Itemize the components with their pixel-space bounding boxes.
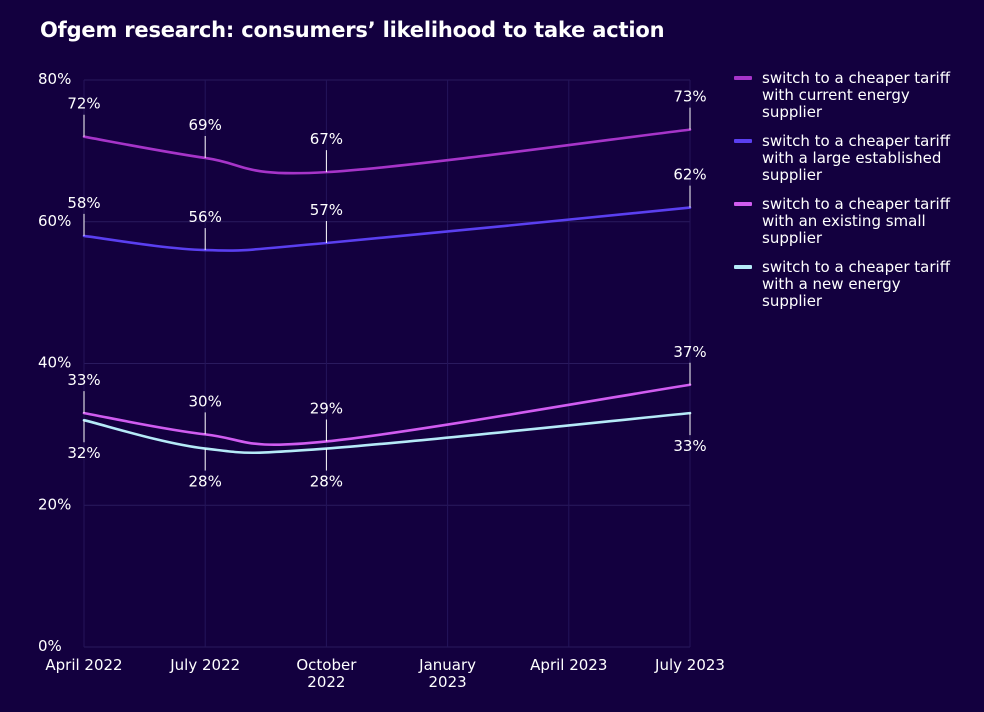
legend-label: switch to a cheaper tariff bbox=[762, 258, 951, 276]
y-tick-label: 60% bbox=[38, 212, 71, 230]
x-tick-label: October 2022 bbox=[296, 656, 357, 691]
y-tick-label: 0% bbox=[38, 637, 62, 655]
legend-label: switch to a cheaper tariff bbox=[762, 195, 951, 213]
data-label: 73% bbox=[673, 88, 706, 106]
legend-swatch bbox=[734, 202, 752, 206]
legend-label: supplier bbox=[762, 292, 823, 310]
legend-item: switch to a cheaper tariff with a large e… bbox=[734, 133, 979, 184]
legend-label: with current energy bbox=[762, 86, 910, 104]
data-label: 69% bbox=[189, 116, 222, 134]
legend-swatch bbox=[734, 139, 752, 143]
series-line bbox=[82, 383, 692, 447]
data-label: 33% bbox=[67, 371, 100, 389]
data-label: 62% bbox=[673, 166, 706, 184]
x-tick-label: July 2022 bbox=[169, 656, 240, 674]
data-label: 28% bbox=[310, 473, 343, 491]
chart-title: Ofgem research: consumers’ likelihood to… bbox=[40, 18, 665, 42]
series-line bbox=[82, 128, 692, 175]
data-labels: 72% 69% 67% 73% 58% 56% 57% 62% 33% 30% 29% 37% 32% 2… bbox=[67, 88, 706, 491]
legend-label: supplier bbox=[762, 103, 823, 121]
data-label: 67% bbox=[310, 130, 343, 148]
data-label: 29% bbox=[310, 399, 343, 417]
x-axis-ticks: April 2022 July 2022 October 2022 January 202… bbox=[45, 656, 725, 691]
data-label: 30% bbox=[189, 392, 222, 410]
series-line bbox=[82, 411, 692, 455]
legend-item: switch to a cheaper tariff with an existi… bbox=[734, 196, 979, 247]
data-label: 72% bbox=[67, 95, 100, 113]
x-tick-label: April 2022 bbox=[45, 656, 122, 674]
legend-swatch bbox=[734, 265, 752, 269]
y-axis-ticks: 0% 20% 40% 60% 80% bbox=[38, 70, 71, 655]
legend-label: with an existing small bbox=[762, 212, 926, 230]
legend-label: supplier bbox=[762, 166, 823, 184]
data-label: 56% bbox=[189, 208, 222, 226]
x-tick-label: April 2023 bbox=[530, 656, 607, 674]
data-label: 32% bbox=[67, 444, 100, 462]
y-tick-label: 80% bbox=[38, 70, 71, 88]
series-line bbox=[82, 206, 692, 252]
data-label: 58% bbox=[67, 194, 100, 212]
grid bbox=[83, 79, 691, 648]
y-tick-label: 20% bbox=[38, 495, 71, 513]
legend-label: supplier bbox=[762, 229, 823, 247]
legend-item: switch to a cheaper tariff with current e… bbox=[734, 70, 979, 121]
legend: switch to a cheaper tariff with current e… bbox=[734, 70, 979, 322]
data-label: 28% bbox=[189, 473, 222, 491]
series-lines bbox=[82, 128, 692, 455]
legend-label: switch to a cheaper tariff bbox=[762, 132, 951, 150]
y-tick-label: 40% bbox=[38, 354, 71, 372]
x-tick-label: July 2023 bbox=[654, 656, 725, 674]
data-label: 57% bbox=[310, 201, 343, 219]
legend-label: with a new energy bbox=[762, 275, 901, 293]
x-tick-label: January 2023 bbox=[418, 656, 476, 691]
legend-item: switch to a cheaper tariff with a new ene… bbox=[734, 259, 979, 310]
data-label: 33% bbox=[673, 437, 706, 455]
legend-label: switch to a cheaper tariff bbox=[762, 69, 951, 87]
legend-label: with a large established bbox=[762, 149, 942, 167]
data-label: 37% bbox=[673, 343, 706, 361]
legend-swatch bbox=[734, 76, 752, 80]
